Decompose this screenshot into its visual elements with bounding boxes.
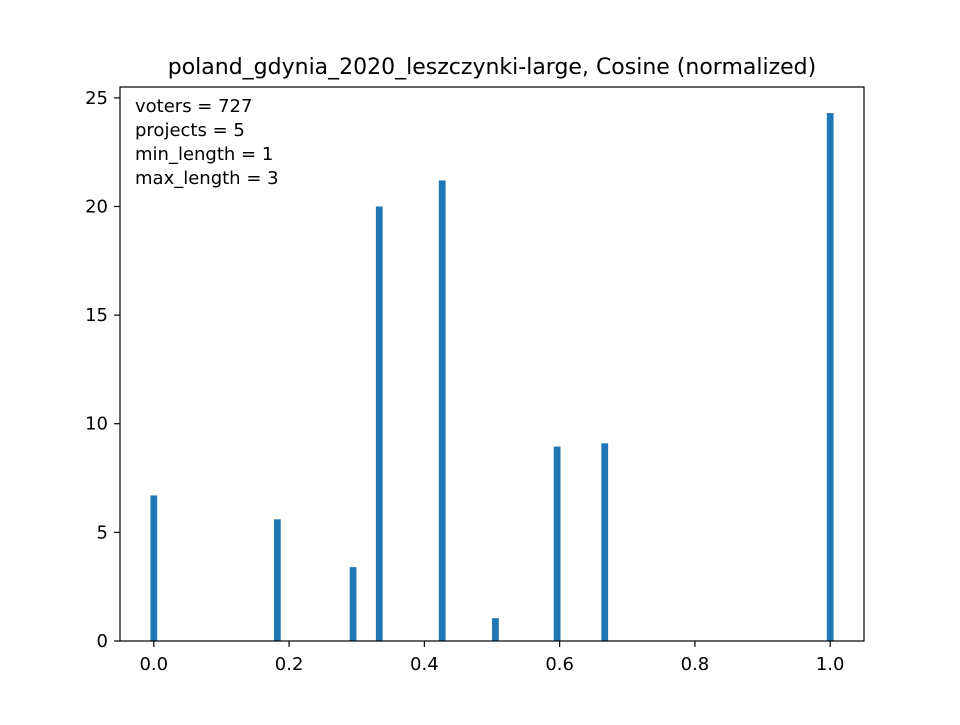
bar-8	[826, 113, 834, 641]
x-tick-label: 0.8	[681, 654, 710, 675]
plot-frame	[119, 86, 865, 642]
y-tick-label: 20	[85, 196, 108, 217]
bar-7	[601, 443, 609, 641]
bar-6	[553, 446, 561, 641]
annotation-voters: voters = 727	[135, 96, 252, 117]
stats-annotation: voters = 727 projects = 5 min_length = 1…	[135, 96, 279, 189]
x-tick-label: 1.0	[816, 654, 845, 675]
x-tick-label: 0.4	[410, 654, 439, 675]
y-axis: 0 5 10 15 20 25	[85, 88, 120, 652]
annotation-min-length: min_length = 1	[135, 144, 273, 165]
bar-0	[150, 495, 158, 641]
bar-4	[438, 180, 446, 642]
y-tick-label: 0	[97, 631, 108, 652]
bar-3	[375, 206, 383, 642]
y-tick-label: 10	[85, 414, 108, 435]
annotation-max-length: max_length = 3	[135, 168, 279, 189]
bar-5	[492, 618, 499, 641]
chart-title: poland_gdynia_2020_leszczynki-large, Cos…	[168, 55, 816, 80]
bars-layer	[150, 113, 834, 642]
y-tick-label: 15	[85, 305, 108, 326]
y-tick-label: 5	[97, 522, 108, 543]
y-tick-label: 25	[85, 88, 108, 109]
x-tick-label: 0.6	[545, 654, 574, 675]
x-axis: 0.0 0.2 0.4 0.6 0.8 1.0	[139, 641, 845, 675]
annotation-projects: projects = 5	[135, 120, 245, 141]
bar-2	[349, 567, 357, 641]
x-tick-label: 0.2	[275, 654, 304, 675]
x-tick-label: 0.0	[139, 654, 168, 675]
bar-1	[273, 519, 281, 641]
